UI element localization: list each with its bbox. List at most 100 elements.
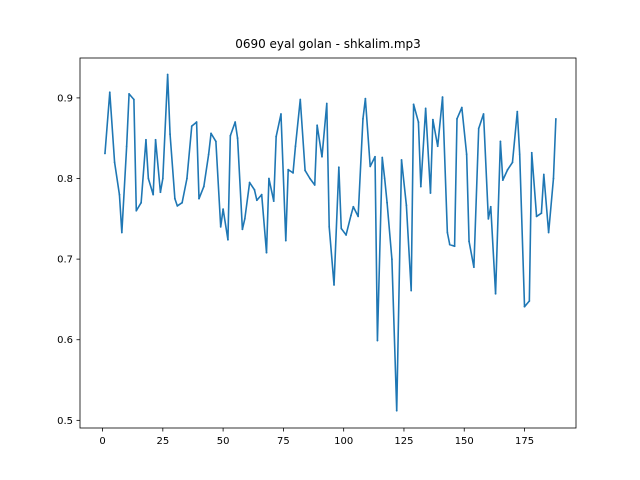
data-point — [113, 161, 116, 164]
data-point — [272, 200, 275, 202]
data-point — [417, 121, 420, 123]
data-point — [104, 152, 106, 155]
data-point — [487, 217, 490, 220]
data-point — [489, 205, 492, 208]
data-point — [530, 151, 533, 154]
data-point — [448, 243, 451, 246]
data-point — [410, 289, 413, 292]
data-point — [118, 193, 121, 196]
data-point — [173, 197, 176, 200]
data-point — [328, 225, 331, 228]
data-point — [321, 155, 323, 158]
y-axis-ticks: 0.5 0.6 0.7 0.8 0.9 — [57, 93, 80, 427]
data-point — [243, 217, 246, 220]
data-point — [383, 177, 386, 180]
data-point — [284, 239, 287, 242]
data-point — [229, 134, 232, 137]
data-point — [431, 118, 434, 121]
data-point — [456, 117, 458, 120]
data-point — [516, 110, 519, 113]
data-point — [453, 245, 456, 248]
data-point — [540, 212, 543, 215]
data-point — [154, 138, 157, 141]
plot-area — [104, 73, 557, 412]
data-point — [214, 140, 217, 143]
data-point — [374, 155, 376, 158]
data-point — [357, 215, 360, 218]
data-point — [169, 133, 171, 136]
data-point — [391, 258, 393, 261]
data-point — [292, 171, 294, 174]
data-point — [554, 117, 557, 120]
y-tick-label: 0.6 — [57, 335, 73, 346]
data-point — [340, 227, 343, 230]
data-point — [287, 168, 290, 171]
data-point — [364, 97, 367, 100]
data-point — [159, 191, 162, 194]
x-tick-label: 125 — [394, 436, 413, 447]
chart-title: 0690 eyal golan - shkalim.mp3 — [235, 37, 421, 51]
data-point — [120, 231, 123, 234]
data-point — [362, 117, 364, 120]
data-point — [350, 214, 352, 217]
data-point — [436, 145, 439, 148]
data-point — [381, 156, 384, 159]
data-point — [299, 98, 302, 101]
data-point — [125, 145, 128, 148]
y-tick-label: 0.9 — [57, 93, 73, 104]
data-point — [135, 209, 138, 212]
data-point — [316, 124, 319, 127]
data-point — [198, 197, 200, 200]
data-point — [482, 113, 485, 115]
data-point — [419, 185, 422, 188]
data-point — [400, 159, 403, 161]
data-point — [152, 193, 155, 196]
data-point — [294, 145, 297, 148]
data-point — [253, 188, 256, 191]
data-point — [268, 177, 270, 180]
data-point — [511, 161, 514, 164]
axes-frame — [79, 57, 577, 429]
data-point — [518, 153, 521, 156]
y-tick-label: 0.5 — [57, 416, 73, 427]
data-point — [468, 240, 470, 243]
data-point — [542, 173, 545, 176]
x-axis-ticks: 0 25 50 75 100 125 150 175 — [99, 428, 534, 447]
data-point — [255, 199, 258, 202]
data-point — [190, 125, 193, 128]
x-tick-label: 150 — [455, 436, 474, 447]
data-point — [248, 181, 251, 184]
data-point — [313, 184, 316, 186]
data-point — [161, 177, 164, 180]
data-point — [441, 96, 444, 98]
data-point — [210, 132, 212, 135]
data-point — [528, 300, 531, 302]
y-tick-label: 0.8 — [57, 174, 73, 185]
data-point — [128, 92, 130, 95]
data-point — [325, 102, 328, 105]
x-tick-label: 75 — [277, 436, 290, 447]
x-tick-label: 0 — [99, 436, 105, 447]
data-point — [472, 266, 475, 269]
data-point — [145, 138, 147, 141]
data-point — [499, 140, 502, 143]
x-tick-label: 25 — [156, 436, 169, 447]
x-tick-label: 50 — [217, 436, 230, 447]
data-point — [376, 339, 379, 342]
data-point — [222, 208, 225, 211]
data-point — [108, 91, 111, 94]
data-point — [460, 106, 463, 109]
data-point — [181, 201, 184, 204]
data-point — [304, 169, 306, 172]
data-point — [477, 127, 480, 130]
data-point — [265, 251, 268, 254]
data-point — [494, 292, 497, 295]
data-point — [309, 177, 311, 180]
data-point — [260, 193, 263, 196]
data-point — [176, 205, 179, 207]
data-point — [405, 204, 408, 207]
data-point — [186, 177, 188, 180]
data-point — [132, 98, 135, 101]
